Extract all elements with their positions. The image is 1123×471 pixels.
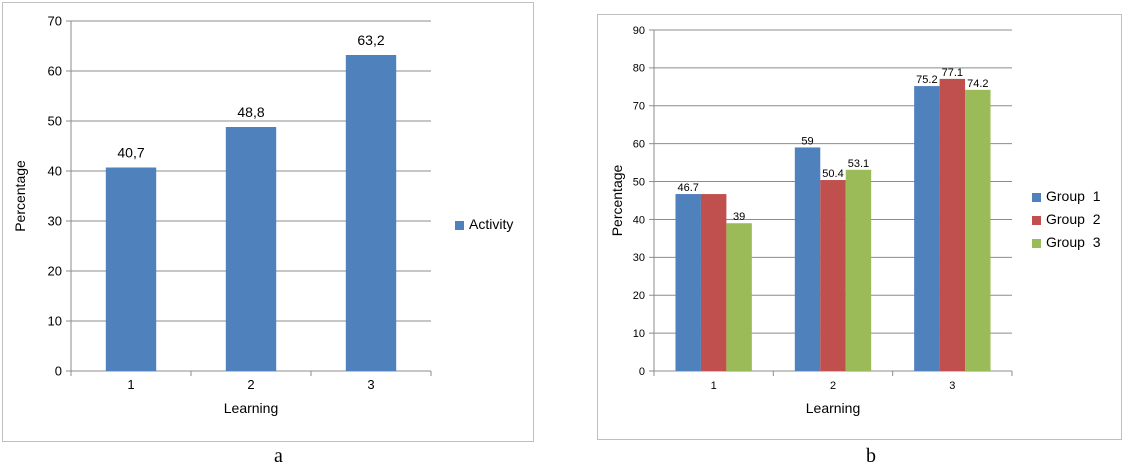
y-tick-label: 40 [48, 164, 62, 179]
data-label: 50.4 [822, 168, 843, 180]
data-label: 74.2 [967, 78, 988, 90]
bar [675, 194, 701, 371]
y-tick-label: 0 [55, 364, 62, 379]
legend-swatch [1032, 216, 1041, 225]
y-tick-label: 20 [633, 290, 645, 302]
data-label: 53.1 [848, 158, 869, 170]
y-tick-label: 30 [48, 214, 62, 229]
y-tick-label: 60 [633, 139, 645, 151]
x-axis-title: Learning [806, 400, 861, 416]
bar [225, 127, 277, 371]
bar [345, 55, 397, 371]
bar [914, 86, 940, 371]
bar [845, 169, 872, 371]
y-tick-label: 30 [633, 252, 645, 264]
y-tick-label: 90 [633, 25, 645, 37]
x-tick-label: 2 [830, 380, 836, 392]
bar [700, 194, 727, 371]
legend-label: Group 2 [1046, 211, 1101, 227]
legend-label: Group 1 [1046, 188, 1101, 204]
data-label: 59 [801, 135, 813, 147]
y-tick-label: 70 [48, 14, 62, 29]
y-axis-title: Percentage [609, 164, 625, 236]
chart-a-svg: 0 10 20 30 40 50 60 70 1 2 3 40,7 48,8 63,2 Learning Pe… [12, 14, 513, 416]
bar [965, 89, 991, 371]
x-tick-label: 2 [247, 377, 254, 392]
y-tick-label: 10 [48, 314, 62, 329]
bar [794, 147, 821, 371]
data-label: 39 [733, 211, 745, 223]
y-tick-label: 50 [633, 176, 645, 188]
bar [820, 180, 846, 371]
legend-swatch [1032, 239, 1041, 248]
data-label: 40,7 [117, 145, 144, 161]
bar [105, 167, 157, 371]
bar [939, 78, 966, 372]
legend-label: Group 3 [1046, 234, 1101, 250]
legend-label: Activity [469, 216, 513, 232]
chart-b-caption: b [866, 445, 876, 467]
y-tick-label: 50 [48, 114, 62, 129]
chart-a-caption: a [274, 445, 283, 467]
x-axis-title: Learning [224, 400, 279, 416]
data-label: 63,2 [357, 32, 384, 48]
data-label: 75.2 [916, 74, 937, 86]
x-tick-label: 1 [711, 380, 717, 392]
bar [726, 223, 752, 371]
chart-a-frame: 0 10 20 30 40 50 60 70 1 2 3 40,7 48,8 63,2 Learning Pe… [2, 2, 534, 442]
data-label: 77.1 [942, 67, 963, 79]
chart-b-svg: 0 10 20 30 40 50 60 70 80 90 1 2 3 46.7 59 75.2 50.4 77.1… [609, 25, 1101, 416]
y-tick-label: 60 [48, 64, 62, 79]
x-tick-label: 1 [127, 377, 134, 392]
y-axis-title: Percentage [12, 160, 28, 232]
y-tick-label: 70 [633, 101, 645, 113]
y-tick-label: 20 [48, 264, 62, 279]
data-label: 48,8 [237, 104, 264, 120]
legend-swatch [455, 221, 464, 230]
chart-b-frame: 0 10 20 30 40 50 60 70 80 90 1 2 3 46.7 59 75.2 50.4 77.1… [597, 14, 1122, 440]
legend-swatch [1032, 193, 1041, 202]
y-tick-label: 0 [639, 366, 645, 378]
y-tick-label: 10 [633, 328, 645, 340]
y-tick-label: 80 [633, 63, 645, 75]
x-tick-label: 3 [367, 377, 374, 392]
x-tick-label: 3 [949, 380, 955, 392]
y-tick-label: 40 [633, 214, 645, 226]
data-label: 46.7 [677, 182, 698, 194]
